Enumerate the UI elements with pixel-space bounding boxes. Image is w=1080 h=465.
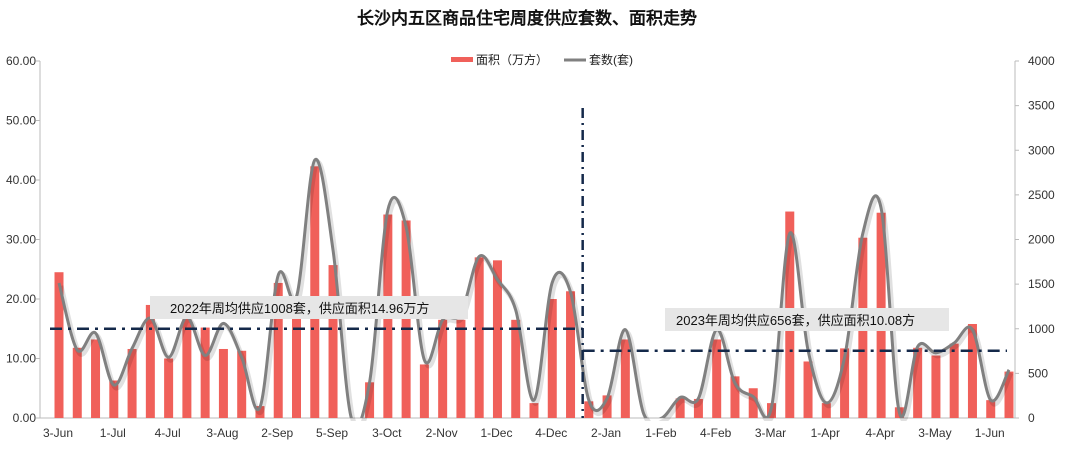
right-tick-label: 2000	[1028, 233, 1055, 247]
bar	[255, 406, 265, 418]
bar	[529, 403, 539, 418]
annotation-2022: 2022年周均供应1008套，供应面积14.96万方	[170, 301, 429, 316]
left-tick-label: 0.00	[13, 411, 37, 425]
annotation-2022-box	[150, 296, 468, 319]
bar	[401, 220, 411, 418]
x-tick-label: 4-Dec	[535, 426, 567, 440]
bar	[693, 398, 703, 418]
bar	[292, 316, 301, 418]
bar	[840, 348, 850, 418]
bar	[310, 166, 320, 418]
bar	[200, 327, 210, 418]
right-tick-label: 4000	[1028, 54, 1055, 68]
left-tick-label: 20.00	[6, 292, 36, 306]
left-tick-label: 30.00	[6, 233, 36, 247]
bar	[72, 347, 82, 418]
annotation-2023-box	[665, 308, 949, 331]
bar	[109, 380, 119, 418]
bar	[913, 347, 923, 418]
x-tick-label: 2-Sep	[261, 426, 293, 440]
bar	[456, 319, 466, 418]
chart-title: 长沙内五区商品住宅周度供应套数、面积走势	[357, 8, 697, 28]
bar	[675, 398, 685, 418]
bar	[730, 376, 740, 418]
x-tick-label: 4-Jul	[155, 426, 181, 440]
x-tick-label: 4-Apr	[865, 426, 894, 440]
bar	[620, 339, 630, 418]
bar	[547, 299, 557, 418]
x-tick-label: 1-Jun	[975, 426, 1005, 440]
x-tick-label: 3-May	[918, 426, 951, 440]
bar	[712, 339, 722, 418]
bar	[821, 403, 831, 418]
bar	[273, 282, 283, 418]
x-tick-label: 2-Jan	[591, 426, 621, 440]
bar	[492, 260, 502, 418]
legend-bar-label: 面积（万方）	[476, 52, 548, 67]
bar	[511, 319, 521, 418]
legend-bar-swatch	[451, 57, 473, 62]
bar	[438, 319, 448, 418]
bar	[931, 355, 941, 418]
right-tick-label: 1000	[1028, 322, 1055, 336]
x-tick-label: 2-Nov	[426, 426, 458, 440]
x-tick-label: 1-Dec	[480, 426, 512, 440]
right-tick-label: 1500	[1028, 277, 1055, 291]
annotation-2023: 2023年周均供应656套，供应面积10.08方	[676, 313, 915, 328]
bar	[986, 400, 996, 418]
left-tick-label: 40.00	[6, 173, 36, 187]
bar	[145, 304, 155, 418]
bar	[474, 257, 484, 418]
left-tick-label: 10.00	[6, 352, 36, 366]
x-tick-label: 3-Oct	[372, 426, 402, 440]
right-tick-label: 3000	[1028, 143, 1055, 157]
left-tick-label: 60.00	[6, 54, 36, 68]
right-tick-label: 2500	[1028, 188, 1055, 202]
x-tick-label: 5-Sep	[316, 426, 348, 440]
right-tick-label: 3500	[1028, 99, 1055, 113]
bar	[1004, 371, 1014, 418]
right-tick-label: 500	[1028, 366, 1048, 380]
bar	[182, 315, 192, 418]
bar	[584, 401, 594, 418]
bar	[949, 343, 959, 418]
series-line	[57, 157, 1011, 418]
bar	[237, 350, 247, 418]
bar	[218, 348, 228, 418]
bar	[328, 265, 338, 418]
right-tick-label: 0	[1028, 411, 1035, 425]
x-tick-label: 3-Jun	[43, 426, 73, 440]
x-tick-label: 1-Apr	[811, 426, 840, 440]
x-tick-label: 1-Jul	[100, 426, 126, 440]
legend-line-label: 套数(套)	[589, 52, 633, 67]
x-tick-label: 4-Feb	[700, 426, 732, 440]
bar	[967, 323, 977, 418]
bar	[54, 272, 64, 418]
left-tick-label: 50.00	[6, 114, 36, 128]
bar	[602, 395, 612, 418]
bar	[91, 339, 101, 418]
bar	[365, 382, 375, 418]
bar	[419, 364, 429, 418]
bar	[566, 291, 576, 418]
x-tick-label: 1-Feb	[645, 426, 677, 440]
legend: 面积（万方） 套数(套)	[451, 52, 633, 67]
bar	[748, 388, 758, 418]
x-tick-label: 3-Aug	[206, 426, 238, 440]
bar	[127, 348, 137, 418]
bar	[164, 358, 174, 418]
bar	[803, 361, 813, 418]
x-tick-label: 3-Mar	[755, 426, 786, 440]
